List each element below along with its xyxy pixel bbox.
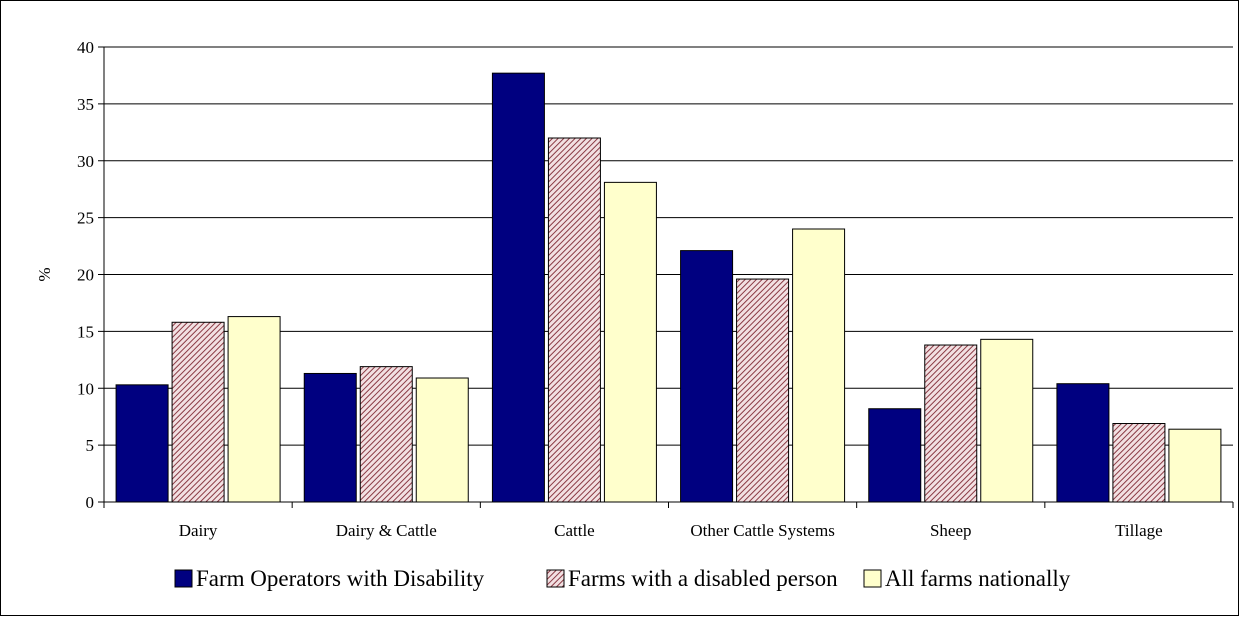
bar-2-2 xyxy=(359,366,413,503)
gridlines xyxy=(104,46,1233,446)
y-tick-label: 20 xyxy=(77,266,94,285)
y-tick-label: 25 xyxy=(77,209,94,228)
category-label: Other Cattle Systems xyxy=(690,521,834,540)
legend-swatch xyxy=(546,569,565,588)
y-tick-label: 15 xyxy=(77,322,94,341)
category-label: Tillage xyxy=(1115,521,1163,540)
bar-3-3 xyxy=(603,181,657,503)
bar-2-1 xyxy=(171,321,225,503)
bar-1-2 xyxy=(303,372,357,503)
category-label: Dairy xyxy=(179,521,218,540)
y-tick-label: 35 xyxy=(77,95,94,114)
bar-2-4 xyxy=(736,278,790,503)
bar-3-4 xyxy=(792,228,846,503)
category-label: Cattle xyxy=(554,521,595,540)
bars xyxy=(115,72,1222,503)
bar-1-5 xyxy=(868,408,922,503)
category-label: Dairy & Cattle xyxy=(336,521,437,540)
bar-2-3 xyxy=(547,137,601,503)
bar-2-6 xyxy=(1112,423,1166,503)
bar-3-5 xyxy=(980,338,1034,503)
category-label: Sheep xyxy=(930,521,972,540)
axis-labels: 0 5 10 15 20 25 30 35 40% Dairy Dairy & Cattle Catt… xyxy=(35,38,1163,540)
bar-1-6 xyxy=(1056,383,1110,503)
y-tick-label: 0 xyxy=(86,493,95,512)
legend: Farm Operators with Disability Farms with… xyxy=(174,566,1071,591)
axes xyxy=(98,46,1234,508)
y-tick-label: 30 xyxy=(77,152,94,171)
bar-3-1 xyxy=(227,316,281,503)
legend-label: Farms with a disabled person xyxy=(568,566,838,591)
bar-3-2 xyxy=(415,377,469,503)
bar-1-4 xyxy=(680,250,734,503)
bar-1-1 xyxy=(115,384,169,503)
legend-label: All farms nationally xyxy=(885,566,1071,591)
legend-swatch xyxy=(174,569,193,588)
y-axis-label: % xyxy=(35,267,54,281)
bar-3-6 xyxy=(1168,428,1222,503)
legend-swatch xyxy=(863,569,882,588)
y-tick-label: 5 xyxy=(86,436,95,455)
bar-2-5 xyxy=(924,344,978,503)
y-tick-label: 10 xyxy=(77,379,94,398)
legend-label: Farm Operators with Disability xyxy=(196,566,485,591)
y-tick-label: 40 xyxy=(77,38,94,57)
bar-1-3 xyxy=(491,72,545,503)
